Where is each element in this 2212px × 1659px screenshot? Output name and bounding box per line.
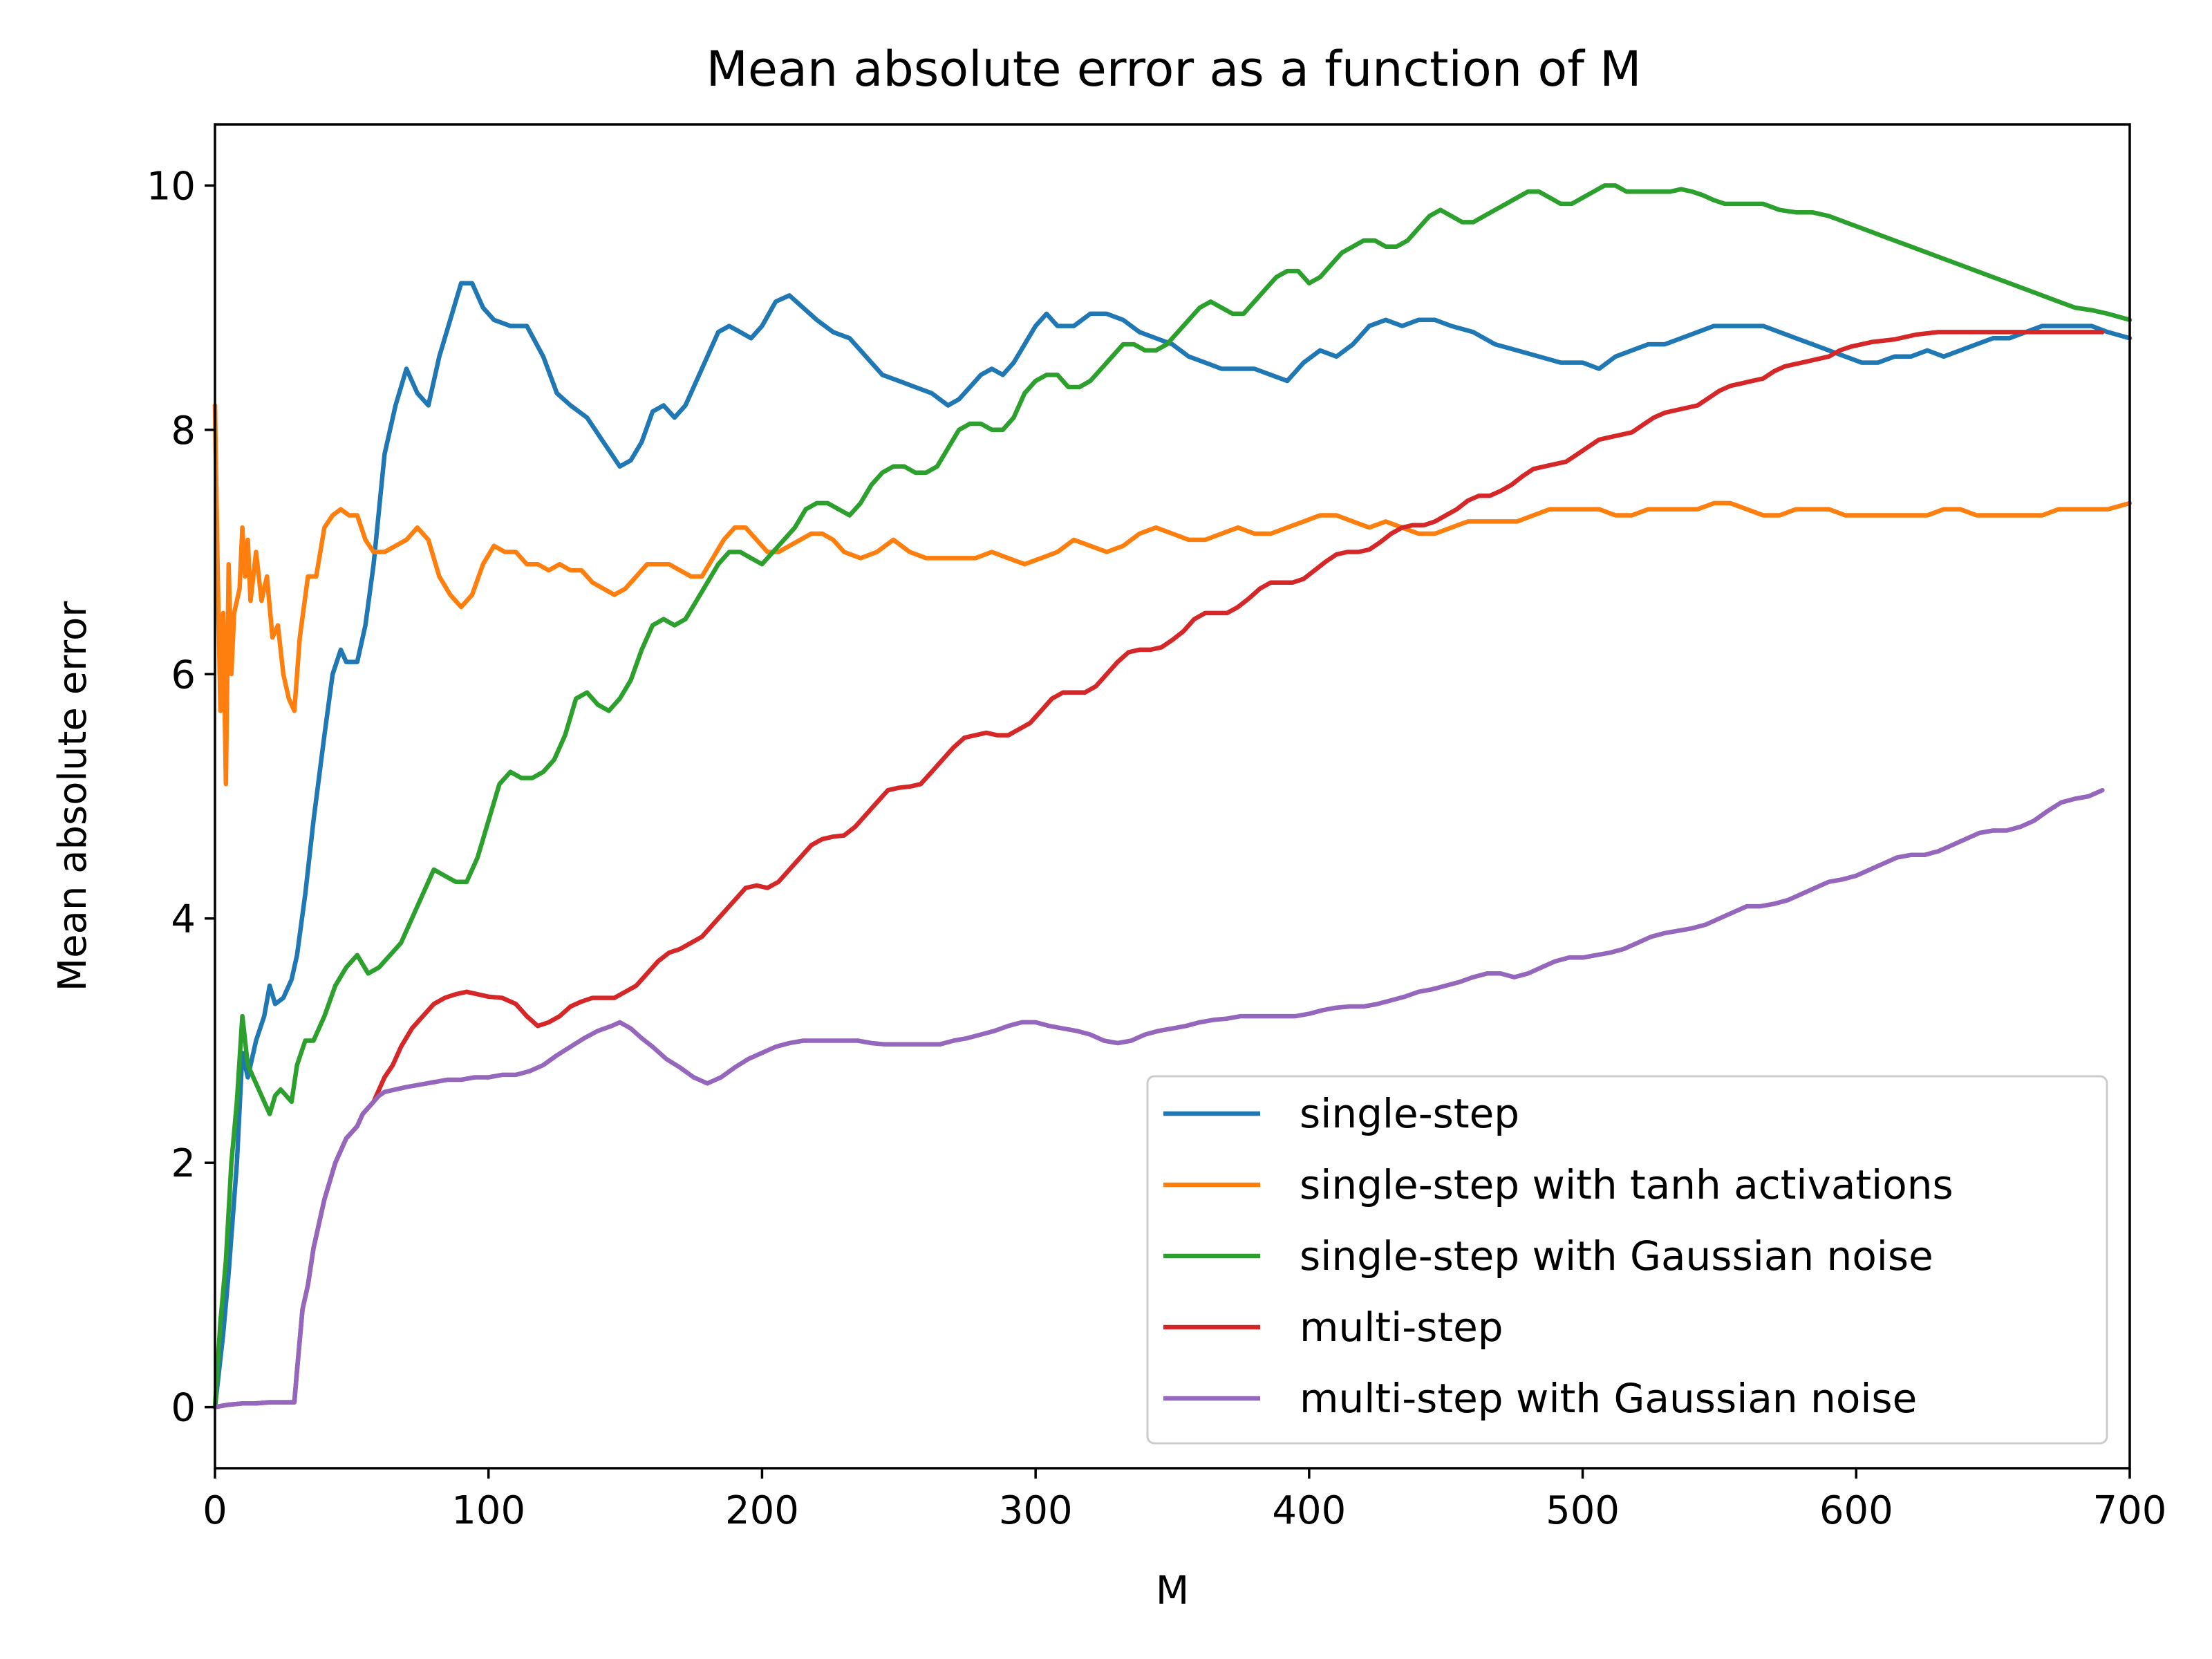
legend-label-5: multi-step with Gaussian noise: [1300, 1375, 1917, 1422]
chart-title: Mean absolute error as a function of M: [706, 41, 1642, 97]
plot-frame: [214, 123, 2131, 1470]
y-axis: 0 2 4 6 8 10: [147, 164, 215, 1431]
y-tick-label: 6: [171, 653, 196, 697]
x-tick-label: 100: [451, 1488, 525, 1533]
x-tick-label: 400: [1272, 1488, 1346, 1533]
plot-area: [212, 123, 2133, 1470]
x-tick-label: 700: [2093, 1488, 2167, 1533]
x-axis-label: M: [1156, 1568, 1189, 1613]
legend-label-2: single-step with tanh activations: [1300, 1161, 1953, 1208]
x-tick-label: 0: [203, 1488, 227, 1533]
y-tick-label: 4: [171, 897, 196, 942]
x-tick-label: 500: [1546, 1488, 1620, 1533]
legend-frame: [1146, 1075, 2108, 1445]
series-line-3: [212, 183, 2133, 1409]
y-tick-label: 10: [147, 164, 196, 209]
series-layer: [212, 183, 2133, 1409]
y-tick-label: 8: [171, 409, 196, 453]
series-line-2: [212, 403, 2133, 787]
series-line-4: [212, 330, 2105, 1409]
x-tick-label: 600: [1819, 1488, 1893, 1533]
legend-label-3: single-step with Gaussian noise: [1300, 1232, 1933, 1280]
series-line-1: [212, 281, 2133, 1409]
legend-label-1: single-step: [1300, 1090, 1519, 1137]
legend: single-step single-step with tanh activat…: [1146, 1075, 2108, 1445]
y-tick-label: 0: [171, 1386, 196, 1431]
x-tick-label: 200: [725, 1488, 799, 1533]
legend-label-4: multi-step: [1300, 1304, 1503, 1351]
x-tick-label: 300: [999, 1488, 1073, 1533]
x-axis: 0 100 200 300 400 500 600 700: [203, 1468, 2166, 1533]
y-tick-label: 2: [171, 1141, 196, 1186]
y-axis-label: Mean absolute error: [50, 601, 95, 991]
legend-items: single-step single-step with tanh activat…: [1163, 1090, 1953, 1422]
series-line-5: [212, 787, 2105, 1409]
